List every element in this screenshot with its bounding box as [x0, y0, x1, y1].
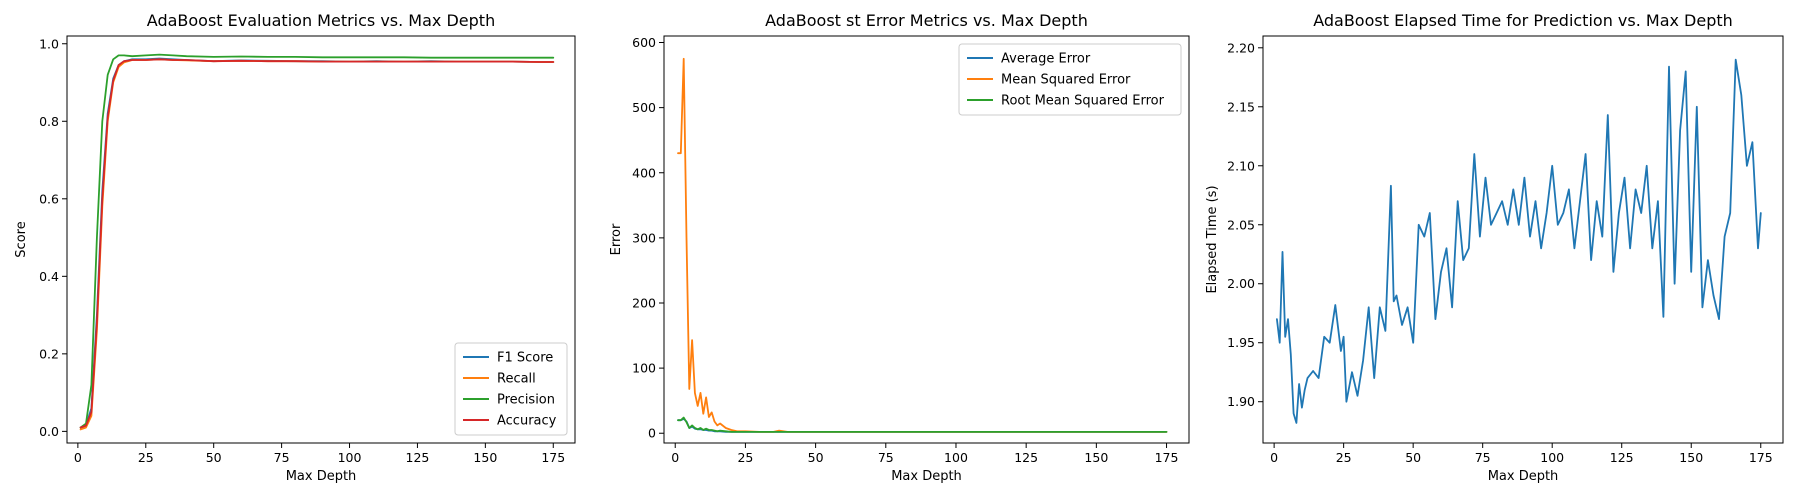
legend-label: Recall [497, 372, 536, 387]
x-tick-label: 150 [1084, 450, 1108, 465]
chart-1: AdaBoost Evaluation Metrics vs. Max Dept… [14, 11, 576, 484]
chart-title: AdaBoost st Error Metrics vs. Max Depth [765, 11, 1088, 30]
x-tick-label: 75 [1475, 450, 1491, 465]
x-tick-label: 25 [1336, 450, 1352, 465]
x-tick-label: 125 [1610, 450, 1634, 465]
y-tick-label: 600 [632, 35, 656, 50]
y-tick-label: 200 [632, 295, 656, 310]
series-group [79, 53, 555, 431]
axes-frame [1262, 35, 1784, 444]
series-group [677, 57, 1168, 433]
legend-label: F1 Score [497, 351, 553, 366]
y-tick-label: 2.00 [1227, 276, 1255, 291]
x-tick-label: 175 [541, 450, 565, 465]
series-line-1 [1276, 58, 1762, 424]
legend-label: Precision [497, 393, 555, 408]
x-tick-label: 150 [1679, 450, 1703, 465]
x-tick-label: 25 [737, 450, 753, 465]
chart-3: AdaBoost Elapsed Time for Prediction vs.… [1205, 11, 1784, 484]
x-axis-label: Max Depth [891, 469, 962, 484]
y-tick-label: 0.4 [39, 269, 59, 284]
y-axis-label: Elapsed Time (s) [1205, 185, 1220, 293]
y-tick-label: 1.0 [39, 36, 59, 51]
y-tick-label: 0.8 [39, 114, 59, 129]
series-line-3 [677, 416, 1168, 433]
y-tick-label: 400 [632, 165, 656, 180]
series-line-3 [79, 53, 555, 429]
y-tick-label: 100 [632, 361, 656, 376]
y-axis-label: Score [14, 221, 29, 257]
y-tick-label: 0.2 [39, 346, 59, 361]
x-tick-label: 100 [1540, 450, 1564, 465]
legend: F1 Score Recall Precision Accuracy [454, 342, 568, 436]
y-tick-label: 2.20 [1227, 40, 1255, 55]
legend-label: Root Mean Squared Error [1001, 94, 1165, 109]
x-tick-label: 100 [944, 450, 968, 465]
y-tick-label: 300 [632, 230, 656, 245]
axes-frame [66, 35, 576, 444]
y-tick-label: 2.15 [1227, 99, 1255, 114]
legend: Average Error Mean Squared Error Root Mean… [958, 43, 1182, 116]
x-tick-label: 0 [74, 450, 82, 465]
x-tick-label: 175 [1155, 450, 1179, 465]
x-tick-label: 125 [1014, 450, 1038, 465]
x-tick-label: 75 [878, 450, 894, 465]
legend-label: Accuracy [497, 414, 557, 429]
x-tick-label: 25 [138, 450, 154, 465]
y-tick-label: 1.90 [1227, 394, 1255, 409]
x-tick-label: 50 [808, 450, 824, 465]
legend-box [454, 342, 568, 436]
series-line-4 [79, 58, 555, 429]
x-tick-label: 75 [274, 450, 290, 465]
chart-title: AdaBoost Elapsed Time for Prediction vs.… [1313, 11, 1733, 30]
legend-label: Average Error [1001, 52, 1091, 67]
y-tick-label: 500 [632, 100, 656, 115]
x-tick-label: 50 [1405, 450, 1421, 465]
chart-title: AdaBoost Evaluation Metrics vs. Max Dept… [147, 11, 495, 30]
series-line-1 [677, 417, 1168, 433]
y-tick-label: 1.95 [1227, 335, 1255, 350]
y-tick-label: 2.05 [1227, 217, 1255, 232]
x-tick-label: 0 [671, 450, 679, 465]
y-tick-label: 2.10 [1227, 158, 1255, 173]
y-tick-label: 0.6 [39, 191, 59, 206]
x-tick-label: 150 [473, 450, 497, 465]
series-group [1276, 58, 1762, 424]
y-tick-label: 0 [648, 426, 656, 441]
x-tick-label: 0 [1270, 450, 1278, 465]
x-axis-label: Max Depth [286, 469, 357, 484]
x-tick-label: 100 [338, 450, 362, 465]
x-tick-label: 50 [206, 450, 222, 465]
axes-frame [663, 35, 1190, 444]
legend-label: Mean Squared Error [1001, 73, 1131, 88]
x-axis-label: Max Depth [1488, 469, 1559, 484]
chart-2: AdaBoost st Error Metrics vs. Max Depth 0… [609, 11, 1190, 484]
y-tick-label: 0.0 [39, 424, 59, 439]
x-tick-label: 125 [406, 450, 430, 465]
y-axis-label: Error [609, 223, 624, 255]
x-tick-label: 175 [1749, 450, 1773, 465]
legend-box [958, 43, 1182, 116]
